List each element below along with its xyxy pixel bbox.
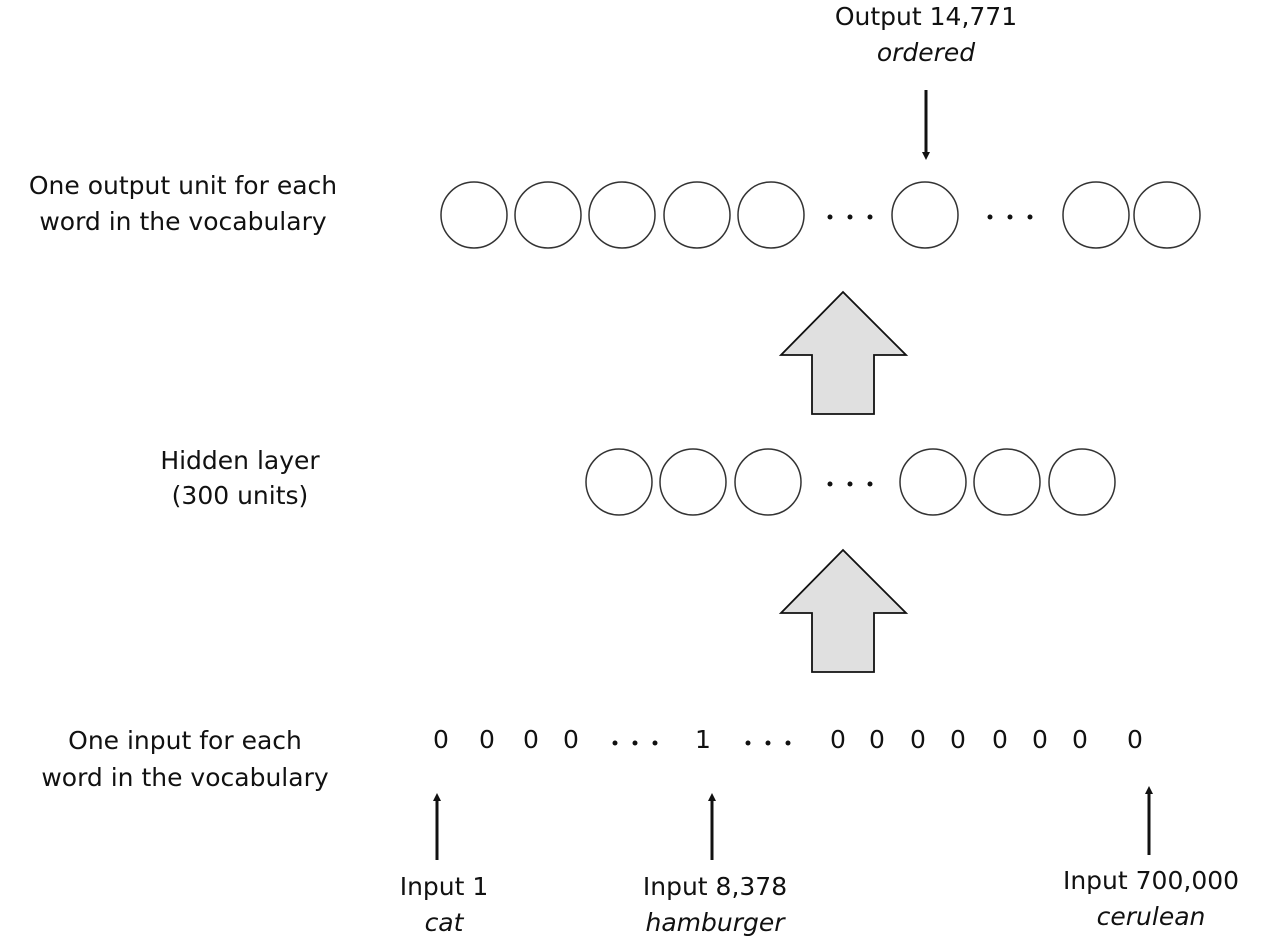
output-label: Output 14,771 [835, 2, 1017, 31]
output-unit [663, 181, 731, 249]
output-unit [514, 181, 582, 249]
flow-arrow [778, 548, 909, 673]
input-digit: 0 [910, 725, 926, 754]
hidden-unit [973, 448, 1041, 516]
ellipsis-dot [1007, 214, 1013, 220]
input-marker-label: Input 1 [400, 872, 489, 901]
ellipsis-dot [987, 214, 993, 220]
input-digit: 0 [1127, 725, 1143, 754]
input-layer-label: One input for each [68, 726, 302, 755]
ellipsis-dot [785, 740, 791, 746]
input-marker-word: cat [425, 908, 465, 937]
output-layer-label: One output unit for each [29, 171, 337, 200]
output-unit [588, 181, 656, 249]
ellipsis-dot [745, 740, 751, 746]
input-digit: 0 [992, 725, 1008, 754]
hidden-layer-label: Hidden layer [160, 446, 320, 475]
ellipsis-dot [1027, 214, 1033, 220]
hidden-layer-label: (300 units) [172, 481, 309, 510]
output-unit [891, 181, 959, 249]
input-digit: 0 [433, 725, 449, 754]
output-unit [1062, 181, 1130, 249]
hidden-unit [1048, 448, 1116, 516]
input-digit: 0 [830, 725, 846, 754]
hidden-unit [899, 448, 967, 516]
ellipsis-dot [827, 481, 833, 487]
hidden-unit [734, 448, 802, 516]
ellipsis-dot [612, 740, 618, 746]
hidden-unit [659, 448, 727, 516]
input-digit: 1 [695, 725, 711, 754]
input-marker-label: Input 8,378 [643, 872, 787, 901]
input-marker-word: hamburger [645, 908, 786, 937]
ellipsis-dot [867, 481, 873, 487]
ellipsis-dot [632, 740, 638, 746]
flow-arrow [778, 290, 909, 415]
ellipsis-dot [847, 481, 853, 487]
ellipsis-dot [867, 214, 873, 220]
input-marker-word: cerulean [1097, 902, 1206, 931]
ellipsis-dot [765, 740, 771, 746]
ellipsis-dot [652, 740, 658, 746]
input-layer-label: word in the vocabulary [41, 763, 329, 792]
input-marker-label: Input 700,000 [1063, 866, 1239, 895]
input-digit: 0 [869, 725, 885, 754]
output-unit [737, 181, 805, 249]
output-layer-label: word in the vocabulary [39, 207, 327, 236]
output-unit [440, 181, 508, 249]
input-digit: 0 [479, 725, 495, 754]
input-digit: 0 [1072, 725, 1088, 754]
ellipsis-dot [827, 214, 833, 220]
ellipsis-dot [847, 214, 853, 220]
output-unit [1133, 181, 1201, 249]
input-digit: 0 [563, 725, 579, 754]
input-digit: 0 [950, 725, 966, 754]
input-digit: 0 [1032, 725, 1048, 754]
output-word: ordered [877, 38, 975, 67]
hidden-unit [585, 448, 653, 516]
input-digit: 0 [523, 725, 539, 754]
